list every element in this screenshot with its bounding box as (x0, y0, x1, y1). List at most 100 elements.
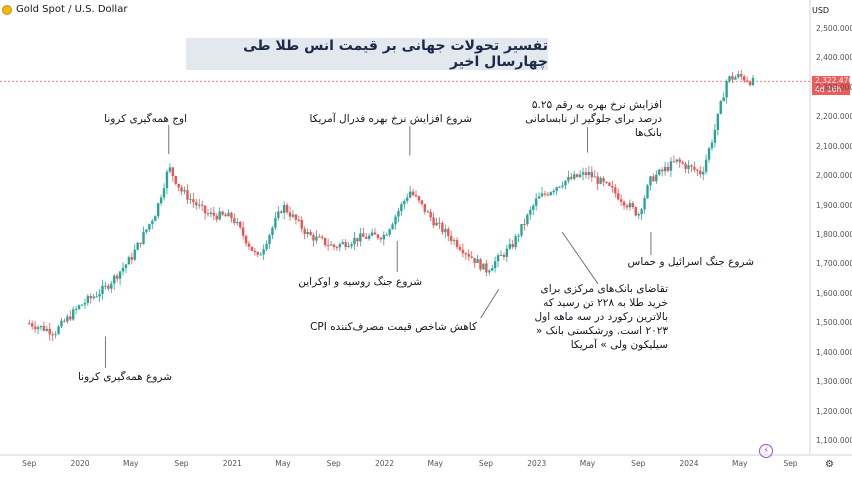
candle-body (344, 242, 347, 248)
y-tick-label: 2,400.000 (816, 53, 852, 63)
y-tick-label: 2,000.000 (816, 171, 852, 181)
lightning-icon[interactable]: ⚡ (759, 444, 773, 458)
candle-body (658, 169, 661, 175)
candle-body (80, 304, 84, 306)
candle-body (177, 183, 180, 188)
candle-body (611, 185, 614, 188)
candle-body (39, 325, 43, 328)
candle-body (561, 185, 564, 187)
candle-body (628, 203, 632, 208)
candle-body (564, 180, 567, 186)
candle-body (83, 302, 87, 305)
candle-body (227, 212, 230, 217)
candle-body (482, 263, 485, 270)
candle-body (496, 255, 500, 262)
candle-body (236, 221, 239, 224)
candle-body (397, 211, 400, 217)
candle-body (748, 81, 752, 86)
symbol-header[interactable]: Gold Spot / U.S. Dollar (2, 4, 127, 15)
candle-body (441, 223, 444, 233)
candle-body (696, 169, 699, 171)
candle-body (449, 236, 453, 241)
candle-body (142, 231, 145, 244)
x-tick-label: 2021 (222, 459, 242, 468)
candle-body (107, 285, 110, 289)
gear-icon[interactable]: ⚙ (825, 459, 834, 470)
candle-body (104, 285, 107, 287)
candle-body (488, 270, 491, 273)
candle-body (581, 172, 585, 175)
y-tick-label: 1,300.000 (816, 377, 852, 387)
candle-body (28, 323, 31, 325)
candle-body (165, 171, 169, 189)
candle-body (253, 250, 257, 252)
candle-body (385, 234, 388, 236)
candle-body (57, 326, 60, 334)
candle-body (505, 248, 509, 257)
chart-title: تفسیر تحولات جهانی بر قیمت انس طلا طی چه… (186, 38, 548, 70)
candle-body (30, 323, 34, 327)
candle-body (432, 217, 435, 226)
candle-body (534, 198, 538, 206)
candle-body (655, 174, 658, 182)
candle-body (168, 167, 172, 172)
y-tick-label: 2,500.000 (816, 24, 852, 33)
candle-body (523, 223, 526, 225)
candle-body (684, 163, 687, 169)
candle-body (66, 316, 69, 322)
candle-body (359, 233, 362, 242)
x-tick-label: May (731, 459, 748, 468)
candle-body (367, 235, 371, 239)
candle-body (391, 224, 394, 230)
y-tick-label: 1,500.000 (816, 318, 852, 328)
candle-body (189, 199, 192, 201)
candle-body (672, 161, 676, 163)
y-tick-label: 1,900.000 (816, 200, 852, 210)
candle-body (259, 254, 262, 256)
candle-body (265, 243, 268, 250)
candle-body (356, 238, 359, 242)
candle-body (590, 171, 594, 178)
candle-body (438, 222, 441, 224)
currency-label[interactable]: USD (812, 5, 830, 15)
candle-body (707, 148, 711, 160)
annotation-israel-hamas: شروع جنگ اسرائیل و حماس (627, 256, 754, 268)
candle-body (649, 176, 652, 186)
candle-body (532, 205, 535, 210)
candle-body (200, 204, 204, 206)
candle-body (511, 244, 514, 248)
candle-body (156, 203, 160, 217)
candle-body (373, 232, 377, 235)
candle-body (353, 238, 356, 245)
candle-body (414, 195, 418, 197)
candle-body (731, 76, 734, 80)
candle-body (740, 74, 743, 77)
candle-body (33, 326, 37, 330)
y-tick-label: 1,100.000 (816, 436, 852, 445)
candle-body (98, 294, 101, 297)
candle-body (121, 267, 125, 272)
candle-body (230, 212, 233, 219)
gold-coin-icon (2, 4, 12, 15)
candle-body (362, 233, 365, 237)
candle-body (602, 178, 605, 182)
candle-body (584, 172, 588, 176)
annotation-covid-peak: اوج همه‌گیری کرونا (104, 113, 187, 125)
x-tick-label: 2023 (527, 459, 547, 468)
candle-body (376, 234, 380, 239)
candle-body (326, 245, 330, 247)
candle-body (745, 80, 749, 82)
candle-body (101, 285, 104, 295)
candle-body (180, 187, 183, 192)
x-tick-label: 2024 (679, 459, 699, 468)
candle-body (171, 167, 175, 177)
candle-body (268, 235, 271, 244)
candle-body (479, 259, 482, 270)
candle-body (681, 162, 684, 164)
candle-body (394, 216, 397, 225)
candle-body (45, 328, 49, 331)
candle-body (300, 219, 303, 229)
candle-body (552, 190, 555, 193)
candle-body (347, 245, 350, 248)
